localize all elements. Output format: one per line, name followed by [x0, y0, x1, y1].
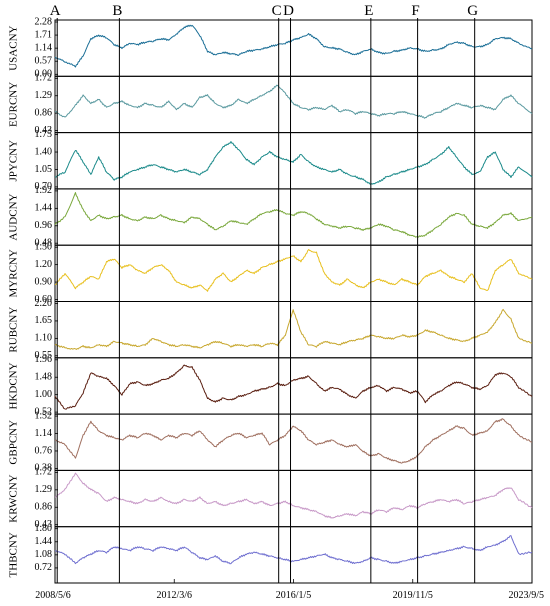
- panel-thbcny: 1.80 1.44 1.08 0.72 THBCNY: [8, 523, 533, 584]
- panel-frame: [54, 357, 533, 415]
- event-label-a: A: [50, 3, 61, 19]
- y-tick-label: 0.48: [35, 237, 53, 248]
- y-tick-label: 1.14: [35, 428, 53, 439]
- y-tick-label: 1.92: [35, 185, 53, 196]
- panel-krwcny: 1.72 1.29 0.86 0.43 KRWCNY: [8, 467, 533, 530]
- panel-ylabel: GBPCNY: [8, 420, 20, 465]
- y-tick-label: 0.52: [35, 406, 53, 417]
- y-tick-label: 0.96: [35, 220, 53, 231]
- y-tick-label: 0.38: [35, 463, 53, 474]
- panel-audcny: 1.92 1.44 0.96 0.48 AUDCNY: [8, 185, 533, 248]
- series-line-eurcny: [55, 84, 533, 119]
- x-tick-label: 2016/1/5: [276, 590, 312, 601]
- y-tick-label: 1.75: [35, 129, 53, 140]
- y-tick-label: 1.08: [35, 549, 53, 560]
- y-tick-label: 0.43: [35, 125, 53, 136]
- panel-myrcny: 1.50 1.20 0.90 0.60 MYRCNY: [8, 241, 533, 305]
- event-label-d: D: [283, 3, 294, 19]
- series-line-usacny: [54, 24, 533, 68]
- panel-ylabel: EURCNY: [8, 82, 20, 127]
- x-tick-label: 2008/5/6: [35, 590, 71, 601]
- panel-frame: [54, 19, 533, 77]
- event-label-b: B: [112, 3, 122, 19]
- y-tick-label: 1.71: [35, 29, 53, 40]
- y-tick-label: 1.40: [35, 146, 53, 157]
- series-line-krwcny: [54, 472, 533, 519]
- y-tick-label: 1.29: [35, 484, 53, 495]
- y-tick-label: 0.55: [35, 350, 53, 361]
- panel-ylabel: USACNY: [8, 25, 20, 70]
- series-line-jpycny: [54, 141, 533, 185]
- panel-jpycny: 1.75 1.40 1.05 0.70 JPYCNY: [8, 129, 533, 192]
- event-label-g: G: [467, 3, 478, 19]
- panel-ylabel: RUBCNY: [8, 307, 20, 353]
- y-tick-label: 1.29: [35, 90, 53, 101]
- y-tick-label: 1.05: [35, 164, 53, 175]
- y-tick-label: 0.57: [35, 56, 53, 67]
- event-label-e: E: [364, 3, 373, 19]
- panel-ylabel: AUDCNY: [8, 193, 20, 240]
- panel-ylabel: HKDCNY: [8, 362, 20, 409]
- panel-frame: [54, 469, 533, 528]
- series-line-thbcny: [54, 535, 533, 565]
- panel-ylabel: MYRCNY: [8, 249, 20, 297]
- panels-group: 2.28 1.71 1.14 0.57 0.00 USACNY 1.72 1.29 0.86 0.…: [8, 16, 533, 584]
- y-tick-label: 0.70: [35, 181, 53, 192]
- panel-eurcny: 1.72 1.29 0.86 0.43 EURCNY: [8, 73, 533, 136]
- y-tick-label: 1.44: [35, 536, 53, 547]
- y-tick-label: 0.43: [35, 519, 53, 530]
- x-tick-label: 2019/11/5: [393, 590, 433, 601]
- y-tick-label: 2.20: [35, 298, 53, 309]
- panel-frame: [54, 244, 533, 302]
- y-tick-label: 1.14: [35, 42, 53, 53]
- y-tick-label: 1.72: [35, 467, 53, 478]
- y-tick-label: 0.76: [35, 445, 53, 456]
- panel-frame: [54, 526, 533, 584]
- panel-ylabel: KRWCNY: [8, 474, 20, 522]
- y-tick-label: 1.72: [35, 73, 53, 84]
- y-tick-label: 0.72: [35, 562, 53, 573]
- series-line-rubcny: [54, 308, 533, 350]
- event-label-c: C: [272, 3, 282, 19]
- y-tick-label: 1.50: [35, 241, 53, 252]
- series-line-myrcny: [54, 249, 533, 292]
- y-tick-label: 0.60: [35, 294, 53, 305]
- series-line-audcny: [54, 192, 533, 238]
- y-tick-label: 0.00: [35, 69, 53, 80]
- panel-hkdcny: 1.96 1.48 1.00 0.52 HKDCNY: [8, 354, 533, 417]
- series-line-hkdcny: [54, 364, 533, 410]
- y-tick-label: 1.20: [35, 259, 53, 270]
- panel-usacny: 2.28 1.71 1.14 0.57 0.00 USACNY: [8, 16, 533, 80]
- panel-gbpcny: 1.52 1.14 0.76 0.38 GBPCNY: [8, 410, 533, 474]
- y-tick-label: 1.96: [35, 354, 53, 365]
- y-tick-label: 1.65: [35, 315, 53, 326]
- y-tick-label: 1.44: [35, 203, 53, 214]
- panel-frame: [54, 413, 533, 471]
- x-axis-group: 2008/5/6 2012/3/6 2016/1/5 2019/11/5 2023/9/…: [35, 579, 544, 601]
- y-tick-label: 1.80: [35, 523, 53, 534]
- y-tick-label: 1.00: [35, 389, 53, 400]
- y-tick-label: 2.28: [35, 16, 53, 27]
- y-tick-label: 0.86: [35, 107, 53, 118]
- y-tick-label: 0.86: [35, 502, 53, 513]
- y-tick-label: 1.10: [35, 333, 53, 344]
- x-tick-label: 2012/3/6: [156, 590, 192, 601]
- y-tick-label: 1.52: [35, 410, 53, 421]
- y-tick-label: 1.48: [35, 372, 53, 383]
- event-label-f: F: [411, 3, 419, 19]
- panel-ylabel: THBCNY: [8, 532, 20, 577]
- y-tick-label: 0.90: [35, 276, 53, 287]
- x-tick-label: 2023/9/5: [508, 590, 544, 601]
- panel-ylabel: JPYCNY: [8, 140, 20, 182]
- series-line-gbpcny: [54, 418, 533, 464]
- panel-rubcny: 2.20 1.65 1.10 0.55 RUBCNY: [8, 298, 533, 361]
